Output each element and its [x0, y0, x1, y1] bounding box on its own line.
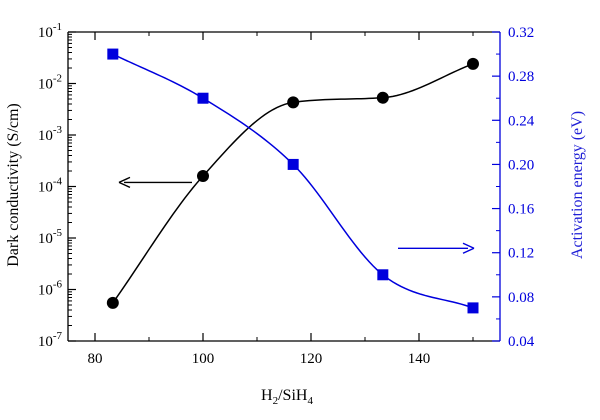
right-axis-arrow-head [462, 242, 475, 254]
x-tick-label: 80 [88, 351, 103, 367]
conductivity-point [467, 57, 479, 70]
left-axis-arrow-head [118, 176, 131, 189]
activation-energy-point [197, 92, 209, 104]
left-tick-label: 10-5 [38, 227, 63, 247]
right-tick-label: 0.32 [508, 25, 534, 41]
x-tick-label: 100 [192, 351, 215, 367]
right-tick-label: 0.24 [508, 113, 535, 129]
x-tick-label: 140 [408, 351, 431, 367]
x-axis-ticks: 80 100 120 140 [88, 32, 474, 367]
right-tick-label: 0.16 [508, 202, 535, 218]
activation-energy-point [377, 269, 389, 281]
activation-energy-point [467, 302, 479, 314]
conductivity-point [287, 96, 300, 109]
left-tick-label: 10-7 [38, 330, 63, 350]
right-axis-ticks: 0.04 0.08 0.12 0.16 0.20 0.24 0.28 0.32 [492, 25, 535, 350]
conductivity-point [106, 296, 119, 309]
left-axis-ticks: 10-7 10-6 10-5 10-4 10-3 10-2 10-1 [38, 21, 76, 350]
right-tick-label: 0.08 [508, 290, 534, 306]
right-tick-label: 0.04 [508, 334, 535, 350]
plot-frame [67, 31, 501, 342]
x-tick-label: 120 [300, 351, 323, 367]
left-tick-label: 10-2 [38, 73, 62, 93]
right-tick-label: 0.28 [508, 69, 534, 85]
activation-energy-curve [112, 53, 474, 309]
left-tick-label: 10-3 [38, 124, 63, 144]
activation-energy-point [287, 158, 299, 170]
right-axis-label: Activation energy (eV) [569, 111, 586, 259]
conductivity-point [197, 169, 209, 182]
left-tick-label: 10-4 [38, 176, 63, 196]
right-tick-label: 0.12 [508, 246, 534, 262]
conductivity-point [376, 91, 389, 104]
right-tick-label: 0.20 [508, 157, 534, 173]
axis-arrows [118, 176, 475, 254]
left-tick-label: 10-1 [38, 21, 62, 41]
x-axis-label: H2/SiH4 [261, 387, 313, 407]
left-axis-label: Dark conductivity (S/cm) [5, 103, 22, 267]
fit-curves [112, 53, 474, 309]
data-points [106, 48, 479, 314]
left-tick-label: 10-6 [38, 279, 63, 299]
activation-energy-point [107, 48, 119, 60]
